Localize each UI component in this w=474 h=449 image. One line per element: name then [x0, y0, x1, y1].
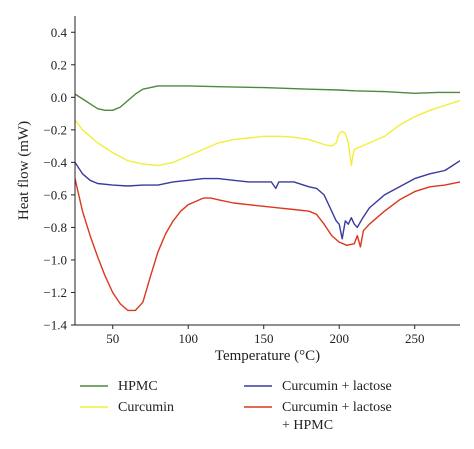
- x-tick-label: 150: [254, 331, 274, 346]
- legend-label-curcumin-lactose: Curcumin + lactose: [282, 379, 392, 394]
- legend-label-curcumin: Curcumin: [118, 400, 174, 415]
- legend-item-curcumin-lactose-hpmc: Curcumin + lactose + HPMC: [244, 400, 392, 433]
- y-tick-label: −0.6: [43, 187, 67, 202]
- y-axis-label: Heat flow (mW): [16, 121, 32, 220]
- legend-label-line-1: Curcumin + lactose: [282, 400, 392, 415]
- x-axis-label: Temperature (°C): [215, 348, 320, 364]
- y-tick-label: 0.0: [51, 90, 67, 105]
- series-line-1: [74, 99, 461, 167]
- y-tick-label: −1.4: [43, 318, 67, 333]
- y-tick-label: 0.4: [51, 25, 68, 40]
- x-tick-label: 250: [405, 331, 425, 346]
- x-tick-label: 200: [329, 331, 349, 346]
- y-tick-label: −0.4: [43, 155, 67, 170]
- y-tick-label: −0.2: [43, 122, 67, 137]
- y-tick-label: −1.2: [43, 285, 67, 300]
- legend-label-curcumin-lactose-hpmc: Curcumin + lactose + HPMC: [282, 400, 392, 433]
- series-line-3: [74, 178, 461, 312]
- y-tick-label: 0.2: [51, 57, 67, 72]
- legend-item-hpmc: HPMC: [80, 379, 158, 394]
- y-tick-label: −1.0: [43, 252, 67, 267]
- legend-label-line-2: + HPMC: [282, 418, 333, 433]
- y-ticks: −1.4 −1.2 −1.0 −0.8 −0.6 −0.4 −0.2 0.0 0.2 0.4: [43, 25, 75, 333]
- x-ticks: 50 100 150 200 250: [106, 325, 424, 346]
- y-tick-label: −0.8: [43, 220, 67, 235]
- series-line-0: [74, 85, 460, 111]
- x-tick-label: 50: [106, 331, 119, 346]
- legend: HPMC Curcumin Curcumin + lactose Curcumi…: [80, 379, 392, 433]
- x-tick-label: 100: [178, 331, 198, 346]
- axes: [74, 16, 460, 326]
- series-line-2: [74, 160, 461, 240]
- legend-label-hpmc: HPMC: [118, 379, 158, 394]
- legend-item-curcumin-lactose: Curcumin + lactose: [244, 379, 392, 394]
- plot-lines: [74, 85, 461, 312]
- legend-item-curcumin: Curcumin: [80, 400, 174, 415]
